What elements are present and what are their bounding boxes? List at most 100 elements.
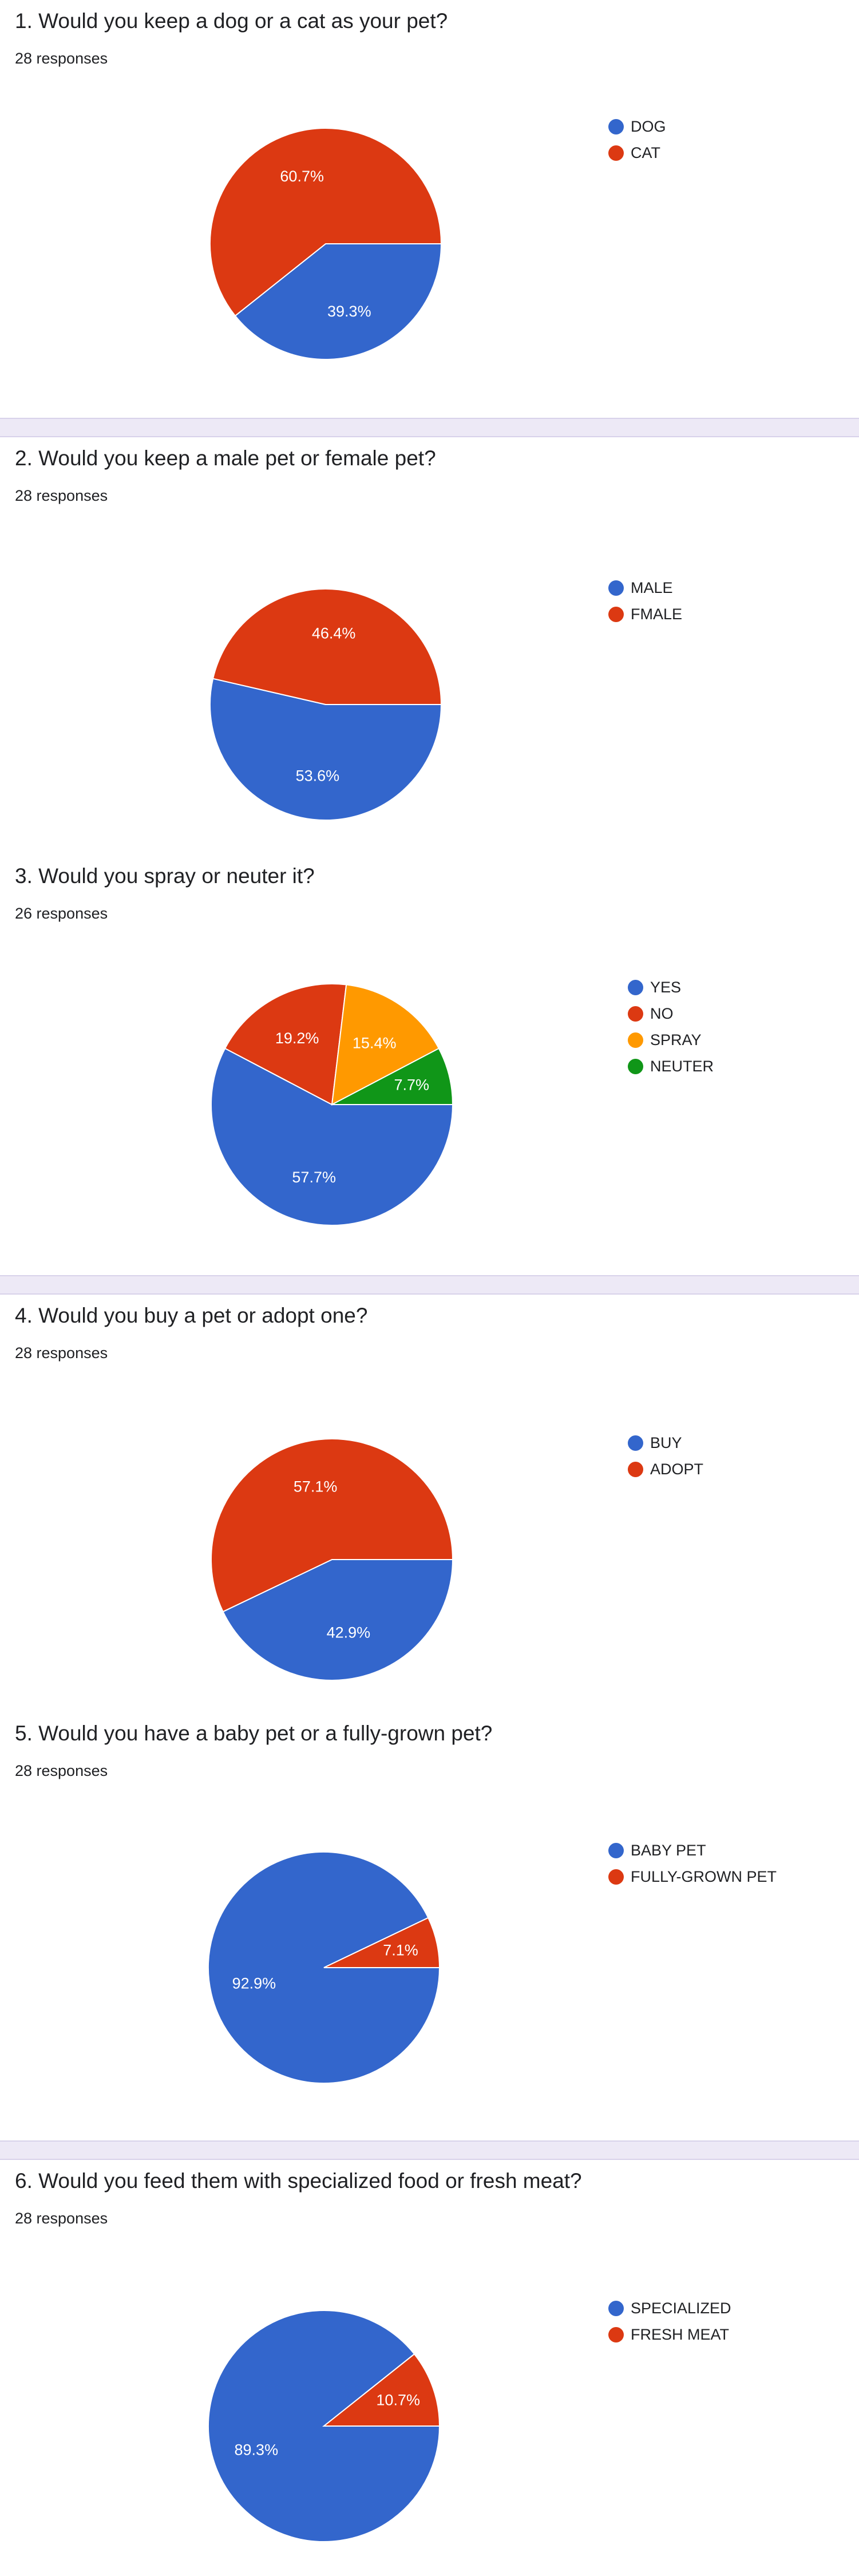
legend-swatch [628,1461,643,1477]
question-4-card: 4. Would you buy a pet or adopt one? 28 … [0,1295,859,1712]
legend-item[interactable]: BUY [628,1430,703,1456]
legend-item[interactable]: FULLY-GROWN PET [608,1863,777,1890]
pie-chart: 53.6% 46.4% [209,588,442,821]
slice-percent-label: 57.1% [294,1478,338,1495]
chart-legend: BABY PET FULLY-GROWN PET [608,1837,777,1890]
legend-item[interactable]: DOG [608,113,666,140]
pie-chart: 89.3% 10.7% [208,2310,441,2543]
question-title: 4. Would you buy a pet or adopt one? [15,1304,368,1327]
slice-percent-label: 53.6% [296,767,340,784]
legend-swatch [628,1058,643,1074]
pie-slice-dog[interactable] [234,243,442,360]
legend-swatch [608,1869,624,1885]
legend-item[interactable]: SPECIALIZED [608,2295,731,2321]
legend-item[interactable]: MALE [608,575,682,601]
pie-slice-spray[interactable] [331,984,440,1106]
legend-swatch [608,145,624,161]
slice-percent-label: 19.2% [275,1030,319,1047]
slice-percent-label: 7.7% [394,1077,430,1094]
response-count: 28 responses [15,1762,108,1779]
legend-item[interactable]: NEUTER [628,1053,714,1079]
legend-label: FULLY-GROWN PET [631,1867,777,1885]
pie-chart: 42.9% 57.1% [211,1438,454,1681]
chart-legend: BUY ADOPT [628,1430,703,1482]
legend-item[interactable]: ADOPT [628,1456,703,1482]
pie-slice-fresh-meat[interactable] [322,2353,441,2427]
legend-swatch [628,1435,643,1451]
slice-percent-label: 39.3% [327,303,371,320]
legend-item[interactable]: CAT [608,140,666,166]
legend-item[interactable]: SPRAY [628,1027,714,1053]
legend-label: ADOPT [650,1460,704,1478]
question-title: 5. Would you have a baby pet or a fully-… [15,1722,493,1745]
legend-swatch [608,580,624,596]
slice-percent-label: 46.4% [312,625,356,642]
slice-percent-label: 10.7% [376,2392,420,2409]
question-3-card: 3. Would you spray or neuter it? 26 resp… [0,855,859,1275]
question-title: 3. Would you spray or neuter it? [15,864,315,888]
legend-label: FMALE [631,605,683,623]
pie-chart: 57.7% 19.2% 15.4% 7.7% [211,983,454,1226]
legend-label: SPRAY [650,1031,702,1048]
legend-swatch [608,1842,624,1858]
pie-slice-no[interactable] [224,983,347,1106]
legend-label: YES [650,978,682,996]
legend-label: NO [650,1004,674,1022]
pie-chart: 92.9% 7.1% [208,1851,441,2084]
slice-percent-label: 57.7% [292,1169,336,1186]
legend-item[interactable]: YES [628,974,714,1000]
section-divider [0,418,859,437]
chart-legend: YES NO SPRAY NEUTER [628,974,714,1079]
legend-swatch [608,118,624,134]
legend-swatch [628,1006,643,1022]
pie-slice-fmale[interactable] [212,588,442,705]
pie-slice-neuter[interactable] [331,1047,454,1105]
chart-legend: MALE FMALE [608,575,682,627]
pie-slice-male[interactable] [209,678,442,821]
section-divider [0,2140,859,2160]
chart-legend: SPECIALIZED FRESH MEAT [608,2295,731,2348]
legend-label: MALE [631,579,673,596]
response-count: 28 responses [15,487,108,504]
slice-percent-label: 15.4% [353,1034,397,1051]
pie-slice-cat[interactable] [209,128,442,317]
pie-slice-fully-grown-pet[interactable] [323,1917,441,1968]
legend-label: FRESH MEAT [631,2325,730,2343]
question-5-card: 5. Would you have a baby pet or a fully-… [0,1712,859,2140]
pie-slice-buy[interactable] [222,1559,454,1681]
legend-item[interactable]: FMALE [608,601,682,627]
legend-label: BUY [650,1434,682,1451]
question-title: 2. Would you keep a male pet or female p… [15,446,436,470]
question-1-card: 1. Would you keep a dog or a cat as your… [0,0,859,418]
response-count: 28 responses [15,2210,108,2227]
legend-label: SPECIALIZED [631,2299,731,2317]
slice-percent-label: 7.1% [383,1942,418,1959]
section-divider [0,1275,859,1295]
legend-item[interactable]: BABY PET [608,1837,777,1863]
pie-slice-adopt[interactable] [211,1438,454,1613]
legend-label: BABY PET [631,1841,706,1859]
legend-item[interactable]: FRESH MEAT [608,2321,731,2348]
legend-swatch [608,2300,624,2316]
slice-percent-label: 89.3% [235,2441,279,2458]
question-2-card: 2. Would you keep a male pet or female p… [0,437,859,855]
legend-swatch [608,2326,624,2342]
legend-label: NEUTER [650,1057,714,1075]
chart-legend: DOG CAT [608,113,666,166]
legend-item[interactable]: NO [628,1000,714,1027]
question-title: 6. Would you feed them with specialized … [15,2169,582,2193]
pie-slice-yes[interactable] [211,1047,454,1226]
question-6-card: 6. Would you feed them with specialized … [0,2160,859,2576]
response-count: 26 responses [15,905,108,922]
pie-chart: 39.3% 60.7% [209,128,442,360]
legend-label: DOG [631,117,666,135]
response-count: 28 responses [15,1344,108,1362]
slice-percent-label: 60.7% [280,168,324,185]
question-title: 1. Would you keep a dog or a cat as your… [15,9,448,33]
legend-swatch [608,606,624,622]
legend-label: CAT [631,144,660,161]
response-count: 28 responses [15,50,108,67]
legend-swatch [628,1032,643,1048]
slice-percent-label: 92.9% [232,1975,276,1992]
slice-percent-label: 42.9% [327,1624,371,1641]
